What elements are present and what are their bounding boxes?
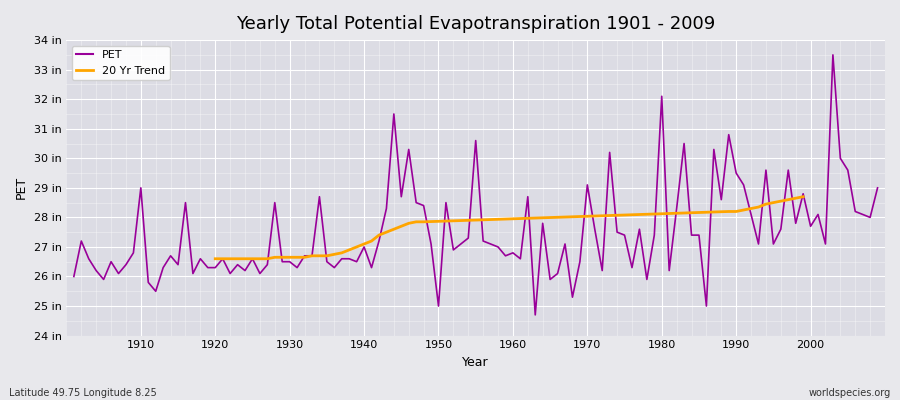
PET [508, 250, 518, 255]
PET [292, 265, 302, 270]
20 Yr Trend [359, 242, 370, 246]
Text: Latitude 49.75 Longitude 8.25: Latitude 49.75 Longitude 8.25 [9, 388, 157, 398]
20 Yr Trend [760, 202, 771, 206]
20 Yr Trend [366, 239, 377, 244]
20 Yr Trend [269, 255, 280, 260]
20 Yr Trend [337, 250, 347, 255]
Text: worldspecies.org: worldspecies.org [809, 388, 891, 398]
20 Yr Trend [299, 255, 310, 260]
PET [827, 52, 838, 57]
20 Yr Trend [410, 220, 421, 224]
20 Yr Trend [389, 227, 400, 232]
PET [530, 312, 541, 317]
20 Yr Trend [731, 209, 742, 214]
Line: PET: PET [74, 55, 878, 315]
PET [500, 254, 511, 258]
20 Yr Trend [745, 206, 756, 211]
PET [128, 250, 139, 255]
X-axis label: Year: Year [463, 356, 489, 369]
20 Yr Trend [321, 254, 332, 258]
Line: 20 Yr Trend: 20 Yr Trend [215, 197, 803, 259]
20 Yr Trend [396, 224, 407, 229]
20 Yr Trend [374, 233, 384, 238]
20 Yr Trend [753, 205, 764, 210]
20 Yr Trend [724, 209, 734, 214]
20 Yr Trend [403, 221, 414, 226]
20 Yr Trend [239, 256, 250, 261]
20 Yr Trend [292, 255, 302, 260]
PET [872, 186, 883, 190]
20 Yr Trend [314, 254, 325, 258]
20 Yr Trend [797, 194, 808, 199]
20 Yr Trend [255, 256, 266, 261]
20 Yr Trend [307, 254, 318, 258]
20 Yr Trend [351, 244, 362, 249]
PET [337, 256, 347, 261]
20 Yr Trend [225, 256, 236, 261]
20 Yr Trend [277, 255, 288, 260]
20 Yr Trend [328, 252, 339, 257]
20 Yr Trend [284, 255, 295, 260]
PET [68, 274, 79, 279]
20 Yr Trend [210, 256, 220, 261]
20 Yr Trend [790, 196, 801, 200]
PET [604, 150, 615, 155]
20 Yr Trend [217, 256, 228, 261]
Legend: PET, 20 Yr Trend: PET, 20 Yr Trend [72, 46, 169, 80]
20 Yr Trend [232, 256, 243, 261]
20 Yr Trend [262, 256, 273, 261]
20 Yr Trend [381, 230, 392, 234]
20 Yr Trend [738, 208, 749, 212]
20 Yr Trend [418, 220, 429, 224]
Title: Yearly Total Potential Evapotranspiration 1901 - 2009: Yearly Total Potential Evapotranspiratio… [236, 15, 716, 33]
Y-axis label: PET: PET [15, 176, 28, 200]
20 Yr Trend [768, 200, 778, 205]
20 Yr Trend [783, 197, 794, 202]
20 Yr Trend [776, 199, 787, 204]
20 Yr Trend [248, 256, 258, 261]
20 Yr Trend [344, 248, 355, 252]
